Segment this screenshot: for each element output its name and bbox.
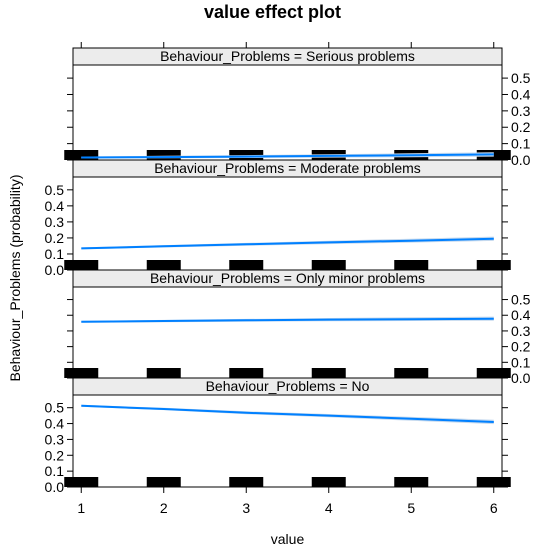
y-tick-label: 0.4 bbox=[45, 198, 65, 214]
x-tick-label: 1 bbox=[77, 500, 85, 516]
rug-mark bbox=[476, 477, 511, 487]
panel-strip-label: Behaviour_Problems = No bbox=[206, 378, 370, 394]
panel-strip-label: Behaviour_Problems = Moderate problems bbox=[154, 160, 421, 176]
rug-mark bbox=[146, 150, 181, 160]
y-tick-label: 0.4 bbox=[45, 416, 65, 432]
y-tick-label: 0.0 bbox=[45, 479, 65, 495]
rug-mark bbox=[64, 150, 99, 160]
y-tick-label: 0.1 bbox=[511, 354, 531, 370]
rug-mark bbox=[64, 260, 99, 270]
rug-mark bbox=[229, 477, 264, 487]
chart-title: value effect plot bbox=[203, 2, 342, 22]
y-tick-label: 0.5 bbox=[45, 400, 65, 416]
y-tick-label: 0.2 bbox=[511, 119, 531, 135]
rug-mark bbox=[394, 260, 429, 270]
rug-mark bbox=[146, 477, 181, 487]
panel-strip-label: Behaviour_Problems = Serious problems bbox=[160, 48, 415, 64]
x-tick-label: 2 bbox=[160, 500, 168, 516]
y-tick-label: 0.0 bbox=[511, 370, 531, 386]
rug-mark bbox=[311, 260, 346, 270]
y-tick-label: 0.1 bbox=[45, 463, 65, 479]
y-tick-label: 0.5 bbox=[45, 182, 65, 198]
y-tick-label: 0.4 bbox=[511, 86, 531, 102]
y-tick-label: 0.3 bbox=[45, 431, 65, 447]
x-tick-label: 4 bbox=[325, 500, 333, 516]
panel-strip-label: Behaviour_Problems = Only minor problems bbox=[150, 270, 425, 286]
x-tick-label: 5 bbox=[407, 500, 415, 516]
y-tick-label: 0.3 bbox=[511, 103, 531, 119]
panel-border bbox=[72, 176, 503, 271]
rug-mark bbox=[476, 260, 511, 270]
y-tick-label: 0.2 bbox=[511, 339, 531, 355]
y-tick-label: 0.5 bbox=[511, 70, 531, 86]
series-line bbox=[81, 237, 494, 250]
panel-border bbox=[72, 394, 503, 488]
y-axis-label: Behaviour_Problems (probability) bbox=[7, 175, 23, 382]
panel-border bbox=[72, 286, 503, 379]
y-tick-label: 0.2 bbox=[45, 447, 65, 463]
rug-mark bbox=[64, 368, 99, 378]
rug-mark bbox=[394, 477, 429, 487]
x-axis-label: value bbox=[271, 531, 305, 547]
y-tick-label: 0.2 bbox=[45, 230, 65, 246]
rug-mark bbox=[311, 368, 346, 378]
rug-mark bbox=[476, 368, 511, 378]
x-tick-label: 6 bbox=[490, 500, 498, 516]
y-tick-label: 0.4 bbox=[511, 307, 531, 323]
series-line bbox=[81, 153, 494, 159]
rug-mark bbox=[394, 368, 429, 378]
panel-border bbox=[72, 64, 503, 161]
series-line bbox=[81, 404, 494, 423]
y-tick-label: 0.5 bbox=[511, 292, 531, 308]
rug-mark bbox=[229, 150, 264, 160]
y-tick-label: 0.0 bbox=[511, 152, 531, 168]
y-tick-label: 0.1 bbox=[511, 136, 531, 152]
y-tick-label: 0.0 bbox=[45, 262, 65, 278]
y-tick-label: 0.3 bbox=[511, 323, 531, 339]
y-tick-label: 0.3 bbox=[45, 214, 65, 230]
rug-mark bbox=[146, 368, 181, 378]
series-line bbox=[81, 317, 494, 323]
rug-mark bbox=[146, 260, 181, 270]
rug-mark bbox=[64, 477, 99, 487]
rug-mark bbox=[229, 368, 264, 378]
rug-mark bbox=[229, 260, 264, 270]
rug-mark bbox=[311, 477, 346, 487]
y-tick-label: 0.1 bbox=[45, 246, 65, 262]
x-tick-label: 3 bbox=[242, 500, 250, 516]
